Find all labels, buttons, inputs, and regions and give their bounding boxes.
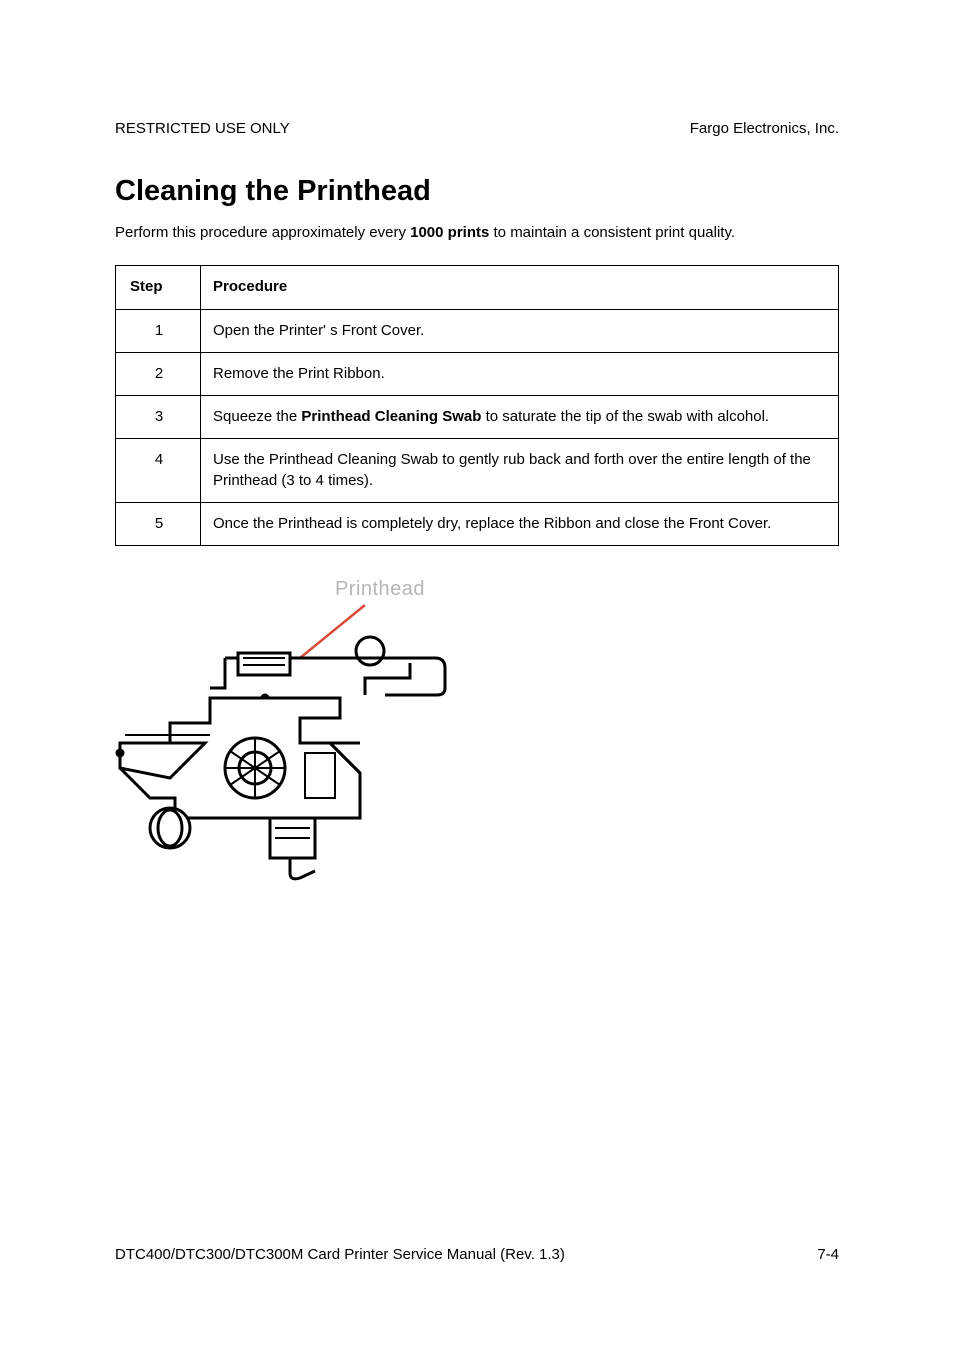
step-number: 3 (116, 396, 201, 439)
header-left: RESTRICTED USE ONLY (115, 120, 290, 137)
footer-right: 7-4 (817, 1246, 839, 1263)
table-row: 3Squeeze the Printhead Cleaning Swab to … (116, 396, 839, 439)
intro-suffix: to maintain a consistent print quality. (489, 224, 735, 241)
step-number: 5 (116, 502, 201, 545)
table-row: 1 Open the Printer' s Front Cover. (116, 309, 839, 352)
col-step: Step (116, 266, 201, 309)
procedure-text: to saturate the tip of the swab with alc… (481, 408, 769, 425)
col-procedure: Procedure (201, 266, 839, 309)
step-number: 2 (116, 352, 201, 395)
procedure-cell: Open the Printer' s Front Cover. (201, 309, 839, 352)
table-row: 4 Use the Printhead Cleaning Swab to gent… (116, 439, 839, 503)
printhead-illustration (115, 603, 465, 903)
table-row: 2 Remove the Print Ribbon. (116, 352, 839, 395)
procedure-cell: Squeeze the Printhead Cleaning Swab to s… (201, 396, 839, 439)
procedure-text: Use the Printhead Cleaning Swab to gentl… (213, 451, 811, 488)
procedure-text: Squeeze the (213, 408, 301, 425)
procedure-text: Open the Printer' s Front Cover. (213, 322, 424, 339)
footer-left: DTC400/DTC300/DTC300M Card Printer Servi… (115, 1246, 565, 1263)
printhead-diagram: Printhead (115, 578, 465, 908)
procedure-text: Remove the Print Ribbon. (213, 365, 385, 382)
intro-prefix: Perform this procedure approximately eve… (115, 224, 410, 241)
header-right: Fargo Electronics, Inc. (690, 120, 839, 137)
procedure-table: Step Procedure 1 Open the Printer' s Fron… (115, 265, 839, 546)
step-number: 4 (116, 439, 201, 503)
diagram-label: Printhead (295, 578, 465, 601)
table-row: 5 Once the Printhead is completely dry, r… (116, 502, 839, 545)
intro-bold: 1000 prints (410, 224, 489, 241)
procedure-cell: Once the Printhead is completely dry, re… (201, 502, 839, 545)
table-header-row: Step Procedure (116, 266, 839, 309)
intro-paragraph: Perform this procedure approximately eve… (115, 223, 839, 243)
procedure-cell: Use the Printhead Cleaning Swab to gentl… (201, 439, 839, 503)
step-number: 1 (116, 309, 201, 352)
procedure-text-bold: Printhead Cleaning Swab (301, 408, 481, 425)
procedure-text: Once the Printhead is completely dry, re… (213, 515, 771, 532)
page-title: Cleaning the Printhead (115, 175, 839, 208)
procedure-cell: Remove the Print Ribbon. (201, 352, 839, 395)
